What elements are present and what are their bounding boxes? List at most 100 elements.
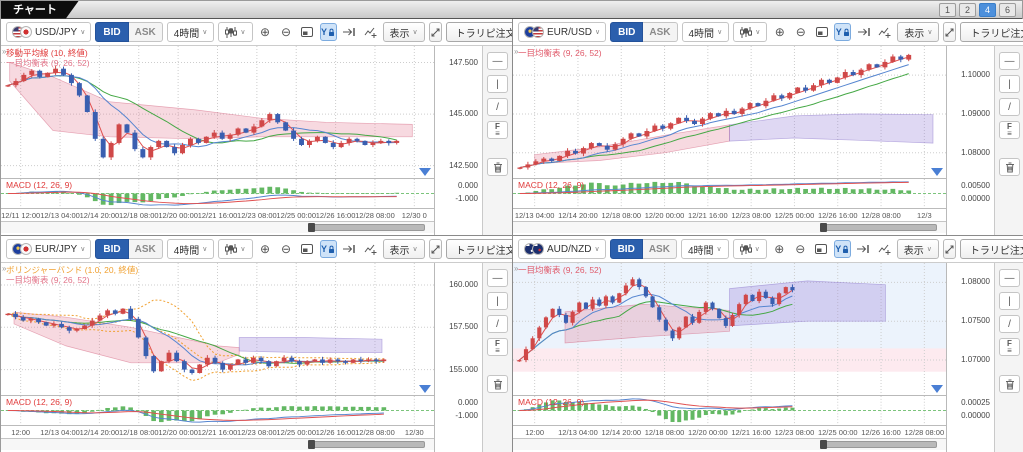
price-axis[interactable]: 147.500 145.000 142.500 0.000 -1.000 <box>434 46 482 235</box>
latest-marker-icon[interactable] <box>931 168 943 176</box>
timeframe-selector[interactable]: 4時間 ∨ <box>166 239 215 259</box>
macd-chart[interactable]: MACD (12, 26, 9) <box>513 395 946 425</box>
y-axis-lock-icon[interactable]: Y <box>834 23 852 41</box>
price-chart-canvas[interactable] <box>513 46 946 178</box>
fit-screen-icon[interactable] <box>813 23 830 41</box>
fibonacci-tool-icon[interactable]: F ≡ <box>487 338 508 356</box>
h-scrollbar[interactable] <box>513 438 946 450</box>
price-axis[interactable]: 160.000 157.500 155.000 0.000 -1.000 <box>434 263 482 452</box>
scroll-to-latest-icon[interactable] <box>341 240 358 258</box>
display-button[interactable]: 表示 ∨ <box>382 22 425 42</box>
price-chart[interactable]: » 移動平均線 (10, 終値) 一目均衡表 (9, 26, 52) <box>1 46 434 178</box>
macd-chart[interactable]: MACD (12, 26, 9) <box>1 395 434 425</box>
bid-button[interactable]: BID <box>95 22 129 42</box>
delete-drawings-icon[interactable] <box>487 375 508 393</box>
price-chart[interactable]: » ボリンジャーバンド (1.0, 20, 終値) 一目均衡表 (9, 26, 5… <box>1 263 434 395</box>
macd-canvas[interactable] <box>513 179 946 208</box>
vertical-line-tool-icon[interactable]: | <box>999 292 1020 310</box>
scroll-to-latest-icon[interactable] <box>855 240 872 258</box>
fit-screen-icon[interactable] <box>299 240 316 258</box>
fibonacci-tool-icon[interactable]: F ≡ <box>487 121 508 139</box>
layout-button-2[interactable]: 2 <box>959 2 976 17</box>
fullscreen-icon[interactable] <box>428 239 442 259</box>
timeframe-selector[interactable]: 4時間 ∨ <box>681 22 730 42</box>
chart-type-selector[interactable]: ∨ <box>732 239 767 259</box>
pair-selector[interactable]: USD/JPY ∨ <box>6 22 92 42</box>
latest-marker-icon[interactable] <box>931 385 943 393</box>
toraripi-order-button[interactable]: トラリピ注文 <box>960 22 1023 42</box>
add-chart-icon[interactable] <box>876 23 893 41</box>
horizontal-line-tool-icon[interactable]: — <box>999 52 1020 70</box>
h-scrollbar[interactable] <box>1 221 434 233</box>
trend-line-tool-icon[interactable]: / <box>999 98 1020 116</box>
trend-line-tool-icon[interactable]: / <box>487 98 508 116</box>
tab-chart[interactable]: チャート <box>1 1 79 19</box>
latest-marker-icon[interactable] <box>419 168 431 176</box>
price-chart-canvas[interactable] <box>513 263 946 395</box>
price-chart[interactable]: » 一目均衡表 (9, 26, 52) <box>513 46 946 178</box>
chart-type-selector[interactable]: ∨ <box>218 239 253 259</box>
h-scrollbar[interactable] <box>1 438 434 450</box>
collapse-handle[interactable]: » <box>514 47 519 56</box>
ask-button[interactable]: ASK <box>643 22 678 42</box>
add-chart-icon[interactable] <box>876 240 893 258</box>
latest-marker-icon[interactable] <box>419 385 431 393</box>
pair-selector[interactable]: EUR/JPY ∨ <box>6 239 92 259</box>
y-axis-lock-icon[interactable]: Y <box>833 240 851 258</box>
timeframe-selector[interactable]: 4時間 ∨ <box>166 22 215 42</box>
scrollbar-handle[interactable] <box>824 224 938 231</box>
price-axis[interactable]: 1.10000 1.09000 1.08000 0.00500 0.00000 <box>946 46 994 235</box>
zoom-in-icon[interactable]: ⊕ <box>260 25 271 39</box>
fit-screen-icon[interactable] <box>299 23 316 41</box>
scroll-to-latest-icon[interactable] <box>341 23 358 41</box>
vertical-line-tool-icon[interactable]: | <box>487 292 508 310</box>
ask-button[interactable]: ASK <box>128 239 163 259</box>
horizontal-line-tool-icon[interactable]: — <box>999 269 1020 287</box>
fibonacci-tool-icon[interactable]: F ≡ <box>999 121 1020 139</box>
toraripi-order-button[interactable]: トラリピ注文 <box>445 239 512 259</box>
price-chart[interactable]: » 一目均衡表 (9, 26, 52) <box>513 263 946 395</box>
delete-drawings-icon[interactable] <box>999 158 1020 176</box>
horizontal-line-tool-icon[interactable]: — <box>487 52 508 70</box>
y-axis-lock-icon[interactable]: Y <box>319 240 337 258</box>
zoom-in-icon[interactable]: ⊕ <box>774 242 785 256</box>
scrollbar-handle[interactable] <box>312 441 426 448</box>
horizontal-line-tool-icon[interactable]: — <box>487 269 508 287</box>
scrollbar-handle[interactable] <box>312 224 426 231</box>
pair-selector[interactable]: EUR/USD ∨ <box>518 22 607 42</box>
timeframe-selector[interactable]: 4時間 ∨ <box>680 239 729 259</box>
h-scrollbar[interactable] <box>513 221 946 233</box>
bid-button[interactable]: BID <box>610 22 644 42</box>
add-chart-icon[interactable] <box>362 240 379 258</box>
vertical-line-tool-icon[interactable]: | <box>999 75 1020 93</box>
collapse-handle[interactable]: » <box>2 264 7 273</box>
zoom-in-icon[interactable]: ⊕ <box>260 242 271 256</box>
scrollbar-handle[interactable] <box>824 441 938 448</box>
bid-button[interactable]: BID <box>609 239 643 259</box>
fibonacci-tool-icon[interactable]: F ≡ <box>999 338 1020 356</box>
price-chart-canvas[interactable] <box>1 46 434 178</box>
chart-type-selector[interactable]: ∨ <box>733 22 768 42</box>
fullscreen-icon[interactable] <box>428 22 442 42</box>
ask-button[interactable]: ASK <box>642 239 677 259</box>
toraripi-order-button[interactable]: トラリピ注文 <box>445 22 512 42</box>
pair-selector[interactable]: AUD/NZD ∨ <box>518 239 606 259</box>
fit-screen-icon[interactable] <box>813 240 830 258</box>
chart-type-selector[interactable]: ∨ <box>218 22 253 42</box>
zoom-out-icon[interactable]: ⊖ <box>281 242 292 256</box>
scrollbar-nub[interactable] <box>820 440 828 449</box>
price-chart-canvas[interactable] <box>1 263 434 395</box>
collapse-handle[interactable]: » <box>514 264 519 273</box>
layout-button-1[interactable]: 1 <box>939 2 956 17</box>
scrollbar-nub[interactable] <box>308 223 316 232</box>
ask-button[interactable]: ASK <box>128 22 163 42</box>
zoom-out-icon[interactable]: ⊖ <box>795 25 806 39</box>
macd-canvas[interactable] <box>1 396 434 425</box>
trend-line-tool-icon[interactable]: / <box>487 315 508 333</box>
delete-drawings-icon[interactable] <box>487 158 508 176</box>
delete-drawings-icon[interactable] <box>999 375 1020 393</box>
vertical-line-tool-icon[interactable]: | <box>487 75 508 93</box>
macd-canvas[interactable] <box>1 179 434 208</box>
price-axis[interactable]: 1.08000 1.07500 1.07000 0.00025 0.00000 <box>946 263 994 452</box>
bid-button[interactable]: BID <box>95 239 129 259</box>
